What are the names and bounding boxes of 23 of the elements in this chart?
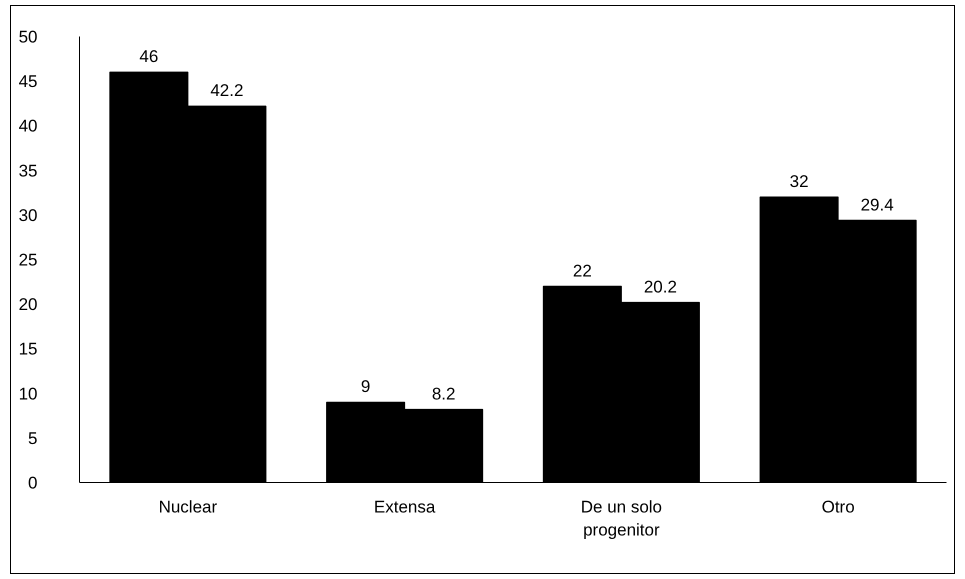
data-label: 32 [790,172,809,192]
y-tick-label: 25 [18,250,38,270]
data-label: 8.2 [432,384,456,404]
x-tick-label: Extensa [374,498,436,516]
data-label: 42.2 [210,81,244,100]
x-tick-label: Nuclear [158,498,218,516]
data-label: 22 [572,261,592,280]
y-tick-label: 10 [18,384,38,404]
y-tick-label: 5 [28,428,38,448]
x-tick-label: De un solo progenitor [580,498,662,540]
data-label: 20.2 [644,277,677,296]
data-label: 29.4 [860,195,894,214]
y-tick-label: 20 [18,295,38,314]
x-tick-label: Otro [822,498,855,516]
y-tick-label: 35 [18,161,38,180]
y-tick-label: 45 [18,72,38,92]
y-tick-label: 0 [28,474,38,492]
y-tick-label: 40 [18,116,38,136]
data-label: 46 [139,47,158,66]
y-tick-label: 30 [18,206,38,225]
y-tick-label: 15 [18,340,38,359]
y-tick-label: 50 [18,28,38,46]
data-label: 9 [360,377,370,396]
